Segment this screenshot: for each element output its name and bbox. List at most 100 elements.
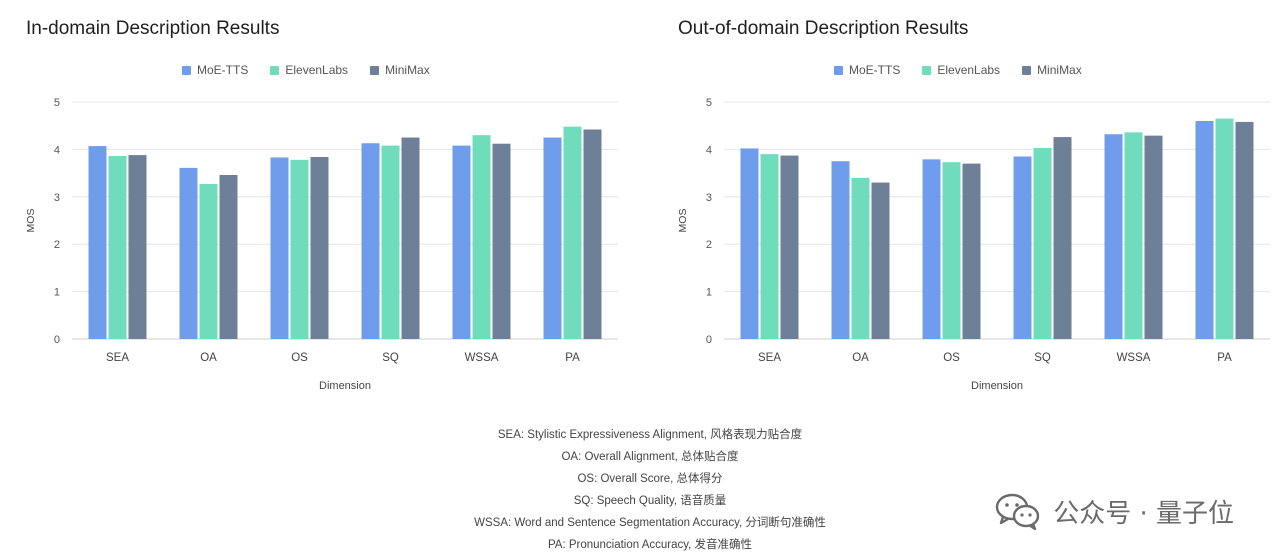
x-axis-label: Dimension: [971, 380, 1023, 392]
chart-panel-out-of-domain: Out-of-domain Description Results MoE-TT…: [652, 0, 1280, 410]
y-tick-label: 5: [54, 97, 60, 109]
bar-minimax-sq: [1053, 137, 1072, 339]
legend-swatch: [270, 65, 280, 75]
bar-elevenlabs-oa: [199, 184, 218, 339]
y-tick-label: 0: [54, 334, 60, 346]
footnote-line: SEA: Stylistic Expressiveness Alignment,…: [497, 429, 803, 441]
y-axis-label: MOS: [677, 209, 689, 233]
chart-title: Out-of-domain Description Results: [678, 18, 969, 39]
bar-minimax-sq: [401, 137, 420, 339]
x-tick-label: OA: [200, 352, 217, 364]
legend-item-minimax: MiniMax: [370, 63, 430, 77]
y-tick-label: 3: [54, 192, 60, 204]
legend-swatch: [834, 65, 843, 75]
y-tick-label: 4: [706, 144, 712, 156]
footnote-line: PA: Pronunciation Accuracy, 发音准确性: [547, 539, 753, 551]
chart-panel-in-domain: In-domain Description Results MoE-TTS El…: [0, 0, 640, 410]
bar-elevenlabs-os: [942, 162, 961, 339]
legend-label: MiniMax: [1037, 63, 1082, 77]
legend-label: MoE-TTS: [849, 63, 901, 77]
bar-moe-tts-sea: [88, 146, 107, 339]
bar-moe-tts-pa: [1195, 120, 1214, 340]
legend-label: ElevenLabs: [937, 63, 1001, 77]
bar-elevenlabs-wssa: [1124, 132, 1143, 339]
footnote-line: OS: Overall Score, 总体得分: [577, 473, 723, 485]
bar-minimax-oa: [871, 182, 890, 339]
bar-minimax-sea: [780, 155, 799, 339]
bar-minimax-os: [962, 163, 981, 339]
x-tick-label: WSSA: [1117, 352, 1151, 364]
bar-moe-tts-os: [270, 157, 289, 339]
legend-item-moe-tts: MoE-TTS: [834, 63, 900, 77]
legend-label: ElevenLabs: [285, 63, 349, 77]
bar-moe-tts-wssa: [1104, 134, 1123, 339]
abbreviation-footnotes: SEA: Stylistic Expressiveness Alignment,…: [0, 424, 1280, 556]
bar-minimax-sea: [128, 155, 147, 339]
x-tick-label: OS: [291, 352, 308, 364]
bar-moe-tts-wssa: [452, 145, 471, 339]
bar-minimax-os: [310, 156, 329, 339]
legend-item-elevenlabs: ElevenLabs: [922, 63, 1000, 77]
x-tick-label: OA: [852, 352, 869, 364]
y-tick-label: 5: [706, 97, 712, 109]
bar-minimax-wssa: [492, 143, 511, 339]
footnote-line: WSSA: Word and Sentence Segmentation Acc…: [474, 517, 826, 529]
legend-swatch: [370, 65, 380, 75]
wechat-icon: [996, 493, 1040, 530]
legend-item-moe-tts: MoE-TTS: [182, 63, 248, 77]
y-tick-label: 1: [54, 287, 60, 299]
legend-item-minimax: MiniMax: [1022, 63, 1082, 77]
footnote-line: OA: Overall Alignment, 总体贴合度: [561, 451, 739, 463]
bar-elevenlabs-sea: [108, 156, 127, 339]
x-tick-label: SQ: [382, 352, 399, 364]
y-tick-label: 2: [54, 239, 60, 251]
legend-label: MiniMax: [385, 63, 430, 77]
bar-elevenlabs-pa: [563, 126, 582, 339]
bar-chart-out-of-domain: 0 1 2 3 4 5 MOS SEA OA OS SQ WSSA PA Dimension: [677, 97, 1270, 392]
y-tick-label: 1: [706, 287, 712, 299]
bar-chart-in-domain: 0 1 2 3 4 5 MOS SEA OA OS SQ WSSA PA Dimension: [25, 97, 618, 392]
bar-moe-tts-sea: [740, 148, 759, 339]
bar-minimax-pa: [583, 129, 602, 339]
chart-title: In-domain Description Results: [26, 18, 280, 39]
x-tick-label: WSSA: [465, 352, 499, 364]
x-tick-label: SQ: [1034, 352, 1051, 364]
x-tick-label: OS: [943, 352, 960, 364]
legend-item-elevenlabs: ElevenLabs: [270, 63, 348, 77]
y-tick-label: 3: [706, 192, 712, 204]
x-axis-label: Dimension: [319, 380, 371, 392]
bar-elevenlabs-sq: [1033, 147, 1052, 339]
bar-moe-tts-oa: [831, 161, 850, 339]
chart-legend: MoE-TTS ElevenLabs MiniMax: [834, 62, 1082, 78]
y-axis-label: MOS: [25, 209, 37, 233]
watermark-text: 公众号 · 量子位: [1053, 498, 1234, 529]
bar-minimax-pa: [1235, 121, 1254, 340]
legend-swatch: [1022, 65, 1032, 75]
x-tick-label: PA: [1217, 352, 1232, 364]
y-tick-label: 0: [706, 334, 712, 346]
bar-elevenlabs-sea: [760, 154, 779, 339]
bar-elevenlabs-oa: [851, 177, 870, 339]
legend-label: MoE-TTS: [197, 63, 249, 77]
bar-elevenlabs-os: [290, 159, 309, 339]
y-tick-label: 2: [706, 239, 712, 251]
bar-elevenlabs-pa: [1215, 118, 1234, 339]
legend-swatch: [182, 65, 191, 75]
bar-elevenlabs-sq: [381, 145, 400, 339]
chart-legend: MoE-TTS ElevenLabs MiniMax: [182, 62, 430, 78]
footnote-line: SQ: Speech Quality, 语音质量: [573, 495, 727, 507]
bar-moe-tts-sq: [1013, 156, 1032, 339]
bar-moe-tts-pa: [543, 137, 562, 339]
watermark: 公众号 · 量子位: [995, 492, 1234, 530]
bar-moe-tts-os: [922, 159, 941, 339]
legend-swatch: [922, 65, 932, 75]
bar-minimax-oa: [219, 174, 238, 339]
bar-minimax-wssa: [1144, 135, 1163, 339]
x-tick-label: SEA: [758, 352, 781, 364]
bar-elevenlabs-wssa: [472, 135, 491, 339]
y-tick-label: 4: [54, 144, 60, 156]
bar-moe-tts-oa: [179, 167, 198, 339]
x-tick-label: PA: [565, 352, 580, 364]
bar-moe-tts-sq: [361, 143, 380, 339]
x-tick-label: SEA: [106, 352, 129, 364]
